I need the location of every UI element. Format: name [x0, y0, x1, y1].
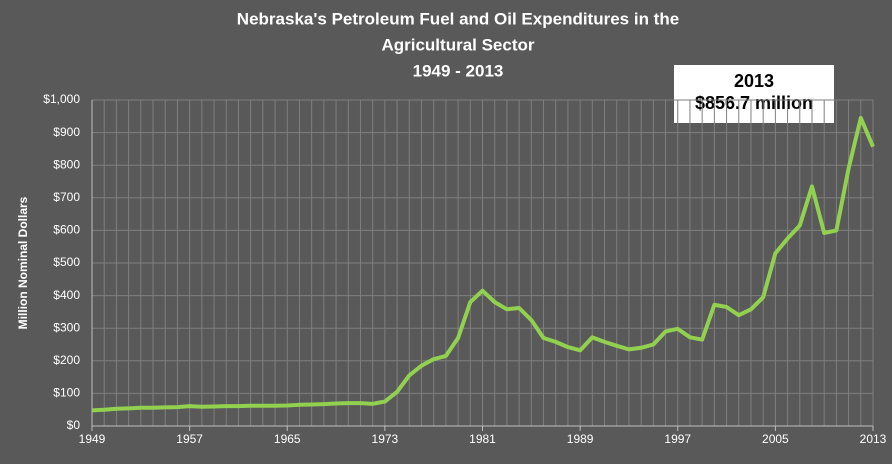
y-tick-label: $500 — [53, 255, 80, 269]
y-tick-label: $0 — [67, 418, 81, 432]
x-tick-label: 1989 — [567, 432, 594, 446]
x-tick-label: 1973 — [372, 432, 399, 446]
y-tick-label: $100 — [53, 386, 80, 400]
y-tick-label: $300 — [53, 320, 80, 334]
x-tick-label: 1997 — [664, 432, 691, 446]
x-tick-label: 2013 — [860, 432, 887, 446]
y-tick-label: $600 — [53, 223, 80, 237]
y-tick-label: $1,000 — [43, 92, 80, 106]
y-axis-title: Million Nominal Dollars — [16, 196, 30, 329]
annotation-box — [674, 65, 834, 123]
x-tick-label: 1981 — [469, 432, 496, 446]
x-tick-label: 1965 — [274, 432, 301, 446]
y-tick-label: $900 — [53, 125, 80, 139]
y-tick-label: $400 — [53, 288, 80, 302]
x-tick-label: 2005 — [762, 432, 789, 446]
y-tick-label: $700 — [53, 190, 80, 204]
y-tick-label: $800 — [53, 157, 80, 171]
data-line — [91, 115, 875, 413]
x-tick-label: 1949 — [79, 432, 106, 446]
annotation: $856.7 million — [695, 93, 813, 113]
chart-title: Nebraska's Petroleum Fuel and Oil Expend… — [237, 9, 679, 28]
x-tick-label: 1957 — [176, 432, 203, 446]
chart-title: Agricultural Sector — [381, 35, 534, 54]
chart-title: 1949 - 2013 — [413, 61, 504, 80]
annotation: 2013 — [734, 71, 774, 91]
y-tick-label: $200 — [53, 353, 80, 367]
